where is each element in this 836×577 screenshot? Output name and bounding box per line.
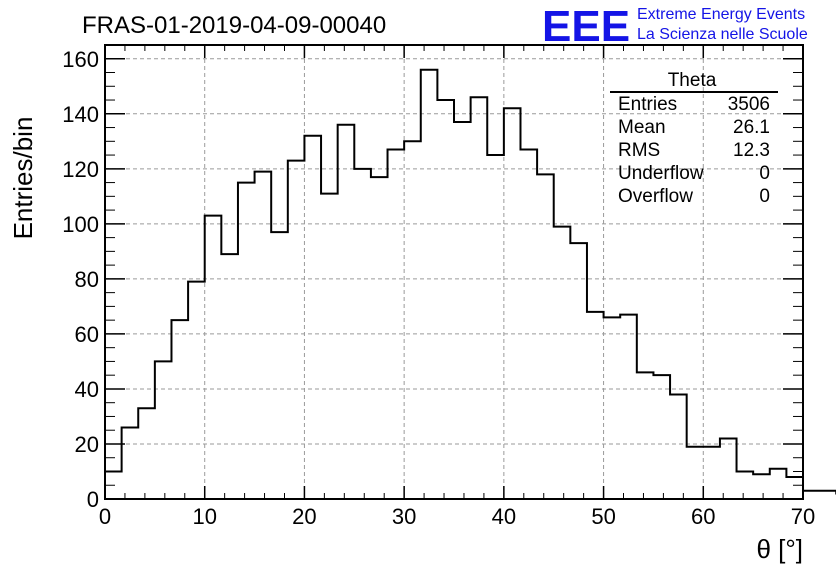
x-tick-label: 40: [492, 504, 516, 529]
histogram-bin: [554, 227, 571, 499]
histogram-bin: [520, 150, 537, 499]
histogram-bin: [587, 312, 604, 499]
brand-line-2: La Scienza nelle Scuole: [637, 26, 808, 43]
stats-row-label: Underflow: [618, 163, 704, 184]
histogram-bin: [288, 161, 305, 499]
histogram-bin: [537, 174, 554, 499]
histogram-bin: [105, 471, 122, 499]
histogram-bin: [753, 474, 770, 499]
histogram-bin: [504, 108, 521, 499]
histogram-bin: [354, 169, 371, 499]
y-tick-label: 20: [75, 432, 99, 457]
stats-row-value: 0: [759, 186, 770, 207]
x-tick-labels: 0 10 20 30 40 50 60 70: [99, 504, 815, 529]
histogram-bin: [803, 491, 820, 499]
eee-logo-mark: EEE: [542, 2, 630, 51]
x-tick-label: 0: [99, 504, 111, 529]
x-tick-label: 60: [691, 504, 715, 529]
histogram-bin: [570, 243, 587, 499]
stats-row-value: 26.1: [733, 117, 770, 138]
plot-title: FRAS-01-2019-04-09-00040: [82, 12, 386, 39]
y-tick-label: 40: [75, 377, 99, 402]
histogram-bin: [437, 100, 454, 499]
histogram-bin: [637, 372, 654, 499]
histogram-bin: [770, 469, 787, 499]
histogram-bin: [720, 438, 737, 499]
stats-row-label: Mean: [618, 117, 666, 138]
eee-logo: EEE Extreme Energy Events La Scienza nel…: [542, 2, 808, 51]
histogram-bin: [138, 408, 155, 499]
histogram-bin: [786, 477, 803, 499]
histogram-bin: [155, 361, 172, 499]
histogram-bin: [471, 97, 488, 499]
y-tick-label: 140: [62, 102, 99, 127]
x-tick-label: 30: [392, 504, 416, 529]
histogram-bin: [122, 427, 139, 499]
histogram-bin: [687, 447, 704, 499]
histogram-bin: [171, 320, 188, 499]
y-tick-label: 80: [75, 267, 99, 292]
histogram-bin: [820, 491, 836, 499]
histogram-bin: [304, 136, 321, 499]
histogram-bin: [221, 254, 238, 499]
histogram-bin: [338, 125, 355, 499]
histogram-bin: [388, 150, 405, 499]
stats-row-label: Entries: [618, 94, 677, 115]
histogram-bin: [487, 155, 504, 499]
stats-row-label: RMS: [618, 140, 660, 161]
plot-frame: [104, 44, 804, 500]
histogram-bin: [205, 216, 222, 499]
y-tick-label: 60: [75, 322, 99, 347]
x-tick-label: 10: [192, 504, 216, 529]
histogram-bin: [653, 375, 670, 499]
stats-rows: Entries 3506 Mean 26.1 RMS 12.3 Underflow 0 Over…: [618, 94, 770, 207]
stats-name: Theta: [668, 70, 717, 91]
stats-box: Theta Entries 3506 Mean 26.1 RMS 12.3 Underflo…: [610, 70, 778, 207]
x-tick-label: 50: [591, 504, 615, 529]
histogram-bin: [271, 232, 288, 499]
histogram-bin: [620, 315, 637, 499]
histogram-bin: [454, 122, 471, 499]
stats-row-value: 3506: [728, 94, 770, 115]
y-tick-label: 100: [62, 212, 99, 237]
histogram-bin: [421, 70, 438, 499]
histogram-bins: [105, 70, 836, 499]
x-tick-label: 70: [791, 504, 815, 529]
histogram-bin: [321, 194, 338, 499]
histogram-line: [104, 68, 836, 499]
histogram-bin: [670, 394, 687, 499]
histogram-bin: [238, 183, 255, 499]
histogram-bin: [255, 172, 272, 499]
histogram-bin: [188, 282, 205, 499]
x-tick-label: 20: [292, 504, 316, 529]
stats-row-value: 0: [759, 163, 770, 184]
y-axis-title: Entries/bin: [8, 117, 38, 240]
histogram-bin: [604, 317, 621, 499]
histogram-bin: [404, 141, 421, 499]
histogram-bin: [371, 177, 388, 499]
y-tick-label: 120: [62, 157, 99, 182]
x-axis-title: θ [°]: [756, 534, 803, 564]
histogram-bin: [703, 447, 720, 499]
y-tick-label: 160: [62, 47, 99, 72]
brand-line-1: Extreme Energy Events: [637, 6, 805, 23]
histogram-bin: [737, 471, 754, 499]
y-tick-label: 0: [87, 487, 99, 512]
stats-row-label: Overflow: [618, 186, 693, 207]
stats-row-value: 12.3: [733, 140, 770, 161]
y-tick-labels: 0 20 40 60 80 100 120 140 160: [62, 47, 99, 512]
